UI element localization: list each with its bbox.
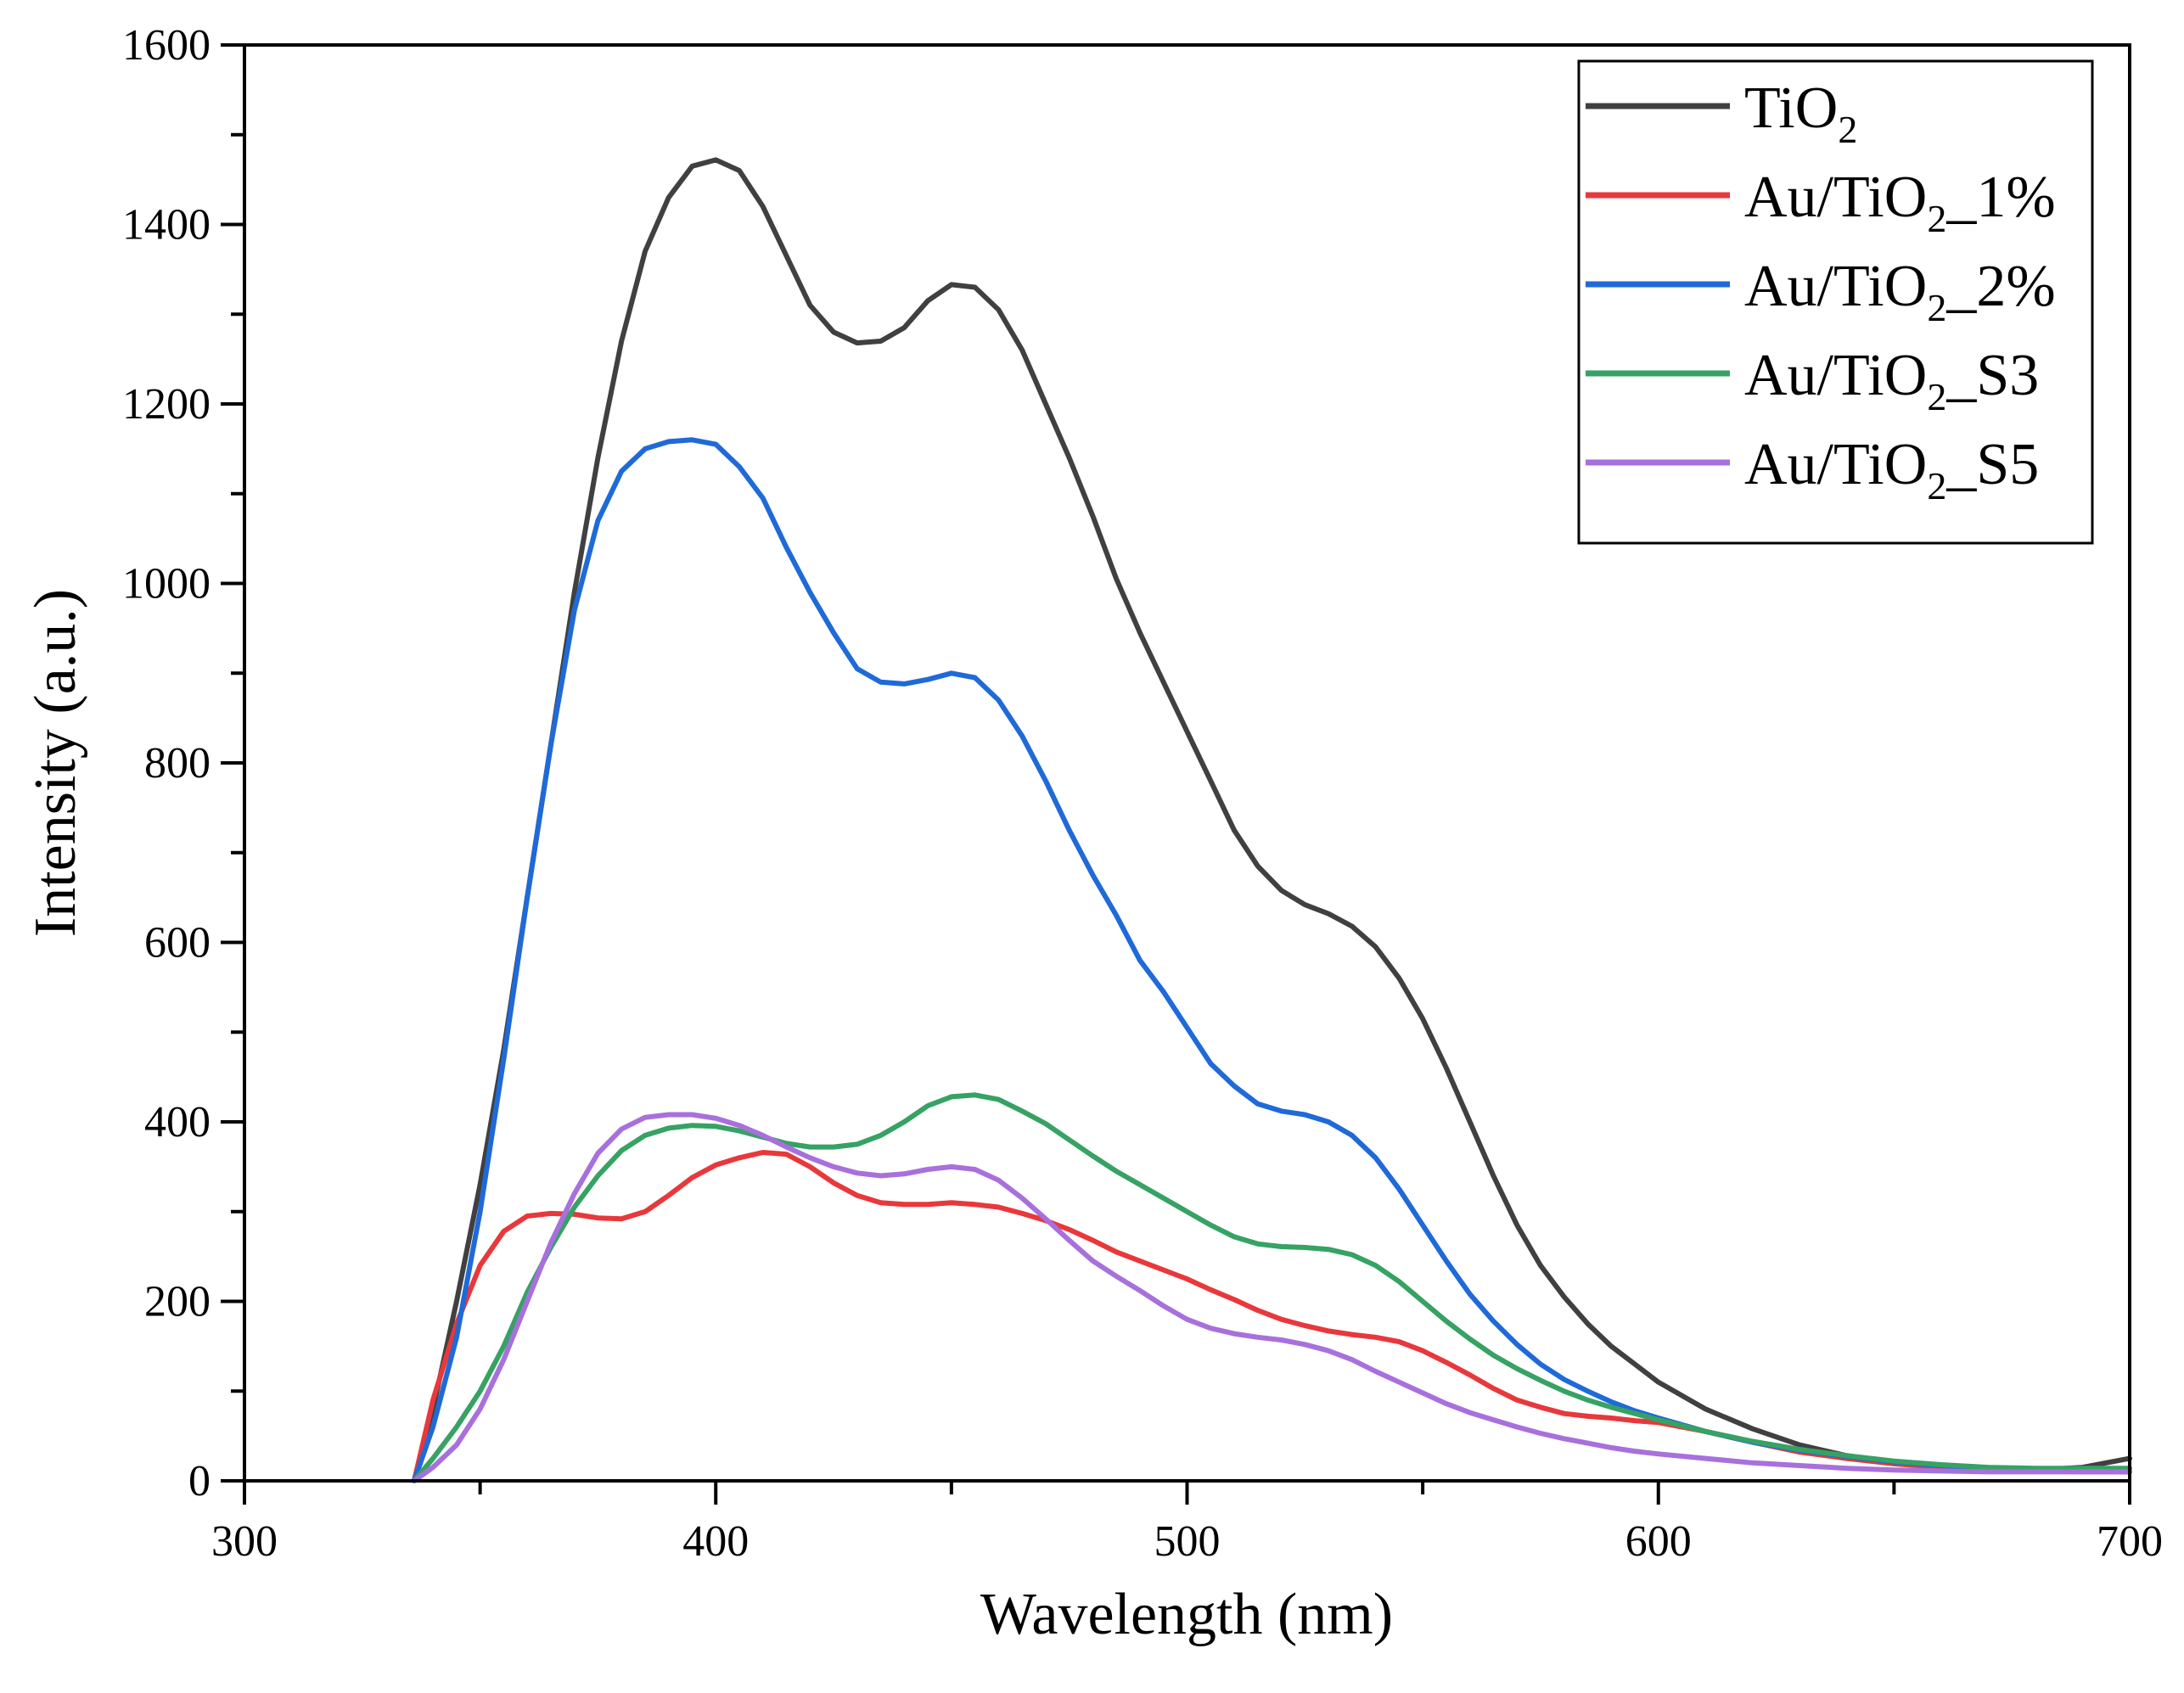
legend-label-subscript: 2 — [1927, 286, 1946, 329]
legend-label-suffix: _S3 — [1945, 343, 2039, 408]
series-layer — [411, 157, 2132, 1483]
y-tick-label: 200 — [144, 1278, 211, 1326]
legend-label-base: Au/TiO — [1744, 343, 1927, 408]
x-tick-label: 600 — [1625, 1517, 1692, 1566]
legend-label: TiO2 — [1744, 76, 1857, 151]
x-axis-label: Wavelength (nm) — [980, 1582, 1393, 1647]
y-tick-label: 600 — [144, 919, 211, 967]
legend-label-base: Au/TiO — [1744, 432, 1927, 497]
legend-label: Au/TiO2_S5 — [1744, 432, 2039, 507]
legend-label: Au/TiO2_2% — [1744, 254, 2056, 329]
legend-label: Au/TiO2_S3 — [1744, 343, 2039, 418]
legend-label-base: Au/TiO — [1744, 165, 1927, 230]
y-tick-label: 0 — [188, 1457, 211, 1505]
legend-label-base: Au/TiO — [1744, 254, 1927, 319]
legend-label-suffix: _2% — [1945, 254, 2055, 319]
legend-label-base: TiO — [1744, 76, 1838, 141]
y-tick-label: 1400 — [122, 201, 211, 249]
y-tick-label: 800 — [144, 739, 211, 788]
x-tick-label: 500 — [1154, 1517, 1221, 1566]
legend-label: Au/TiO2_1% — [1744, 165, 2056, 240]
x-tick-label: 400 — [682, 1517, 749, 1566]
y-tick-label: 1000 — [122, 560, 211, 608]
series-line-4 — [411, 1092, 2132, 1483]
legend-label-subscript: 2 — [1927, 375, 1946, 418]
axis-ticks: 300 400 500 600 700 0 200 400 600 800 1000 1200 1400… — [122, 21, 2163, 1566]
legend-label-subscript: 2 — [1838, 108, 1857, 151]
x-tick-label: 700 — [2097, 1517, 2163, 1566]
y-tick-label: 1200 — [122, 380, 211, 429]
y-tick-label: 400 — [144, 1098, 211, 1146]
series-line-5 — [411, 1112, 2132, 1483]
legend-label-subscript: 2 — [1927, 464, 1946, 507]
legend-label-suffix: _S5 — [1945, 432, 2039, 497]
legend-label-suffix: _1% — [1945, 165, 2055, 230]
x-tick-label: 300 — [211, 1517, 278, 1566]
y-axis-label: Intensity (a.u.) — [23, 589, 88, 937]
series-line-2 — [411, 1150, 2132, 1483]
series-line-1 — [411, 157, 2132, 1483]
legend: TiO2Au/TiO2_1%Au/TiO2_2%Au/TiO2_S3Au/TiO… — [1577, 59, 2094, 545]
y-tick-label: 1600 — [122, 21, 211, 70]
legend-label-subscript: 2 — [1927, 197, 1946, 240]
